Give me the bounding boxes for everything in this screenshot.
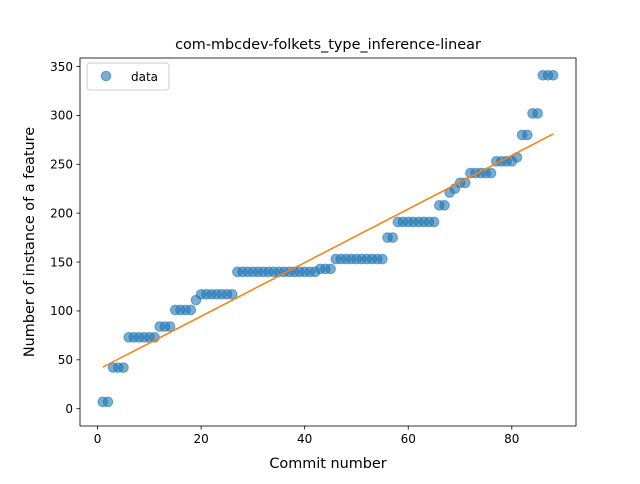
data-point xyxy=(186,305,196,315)
x-tick-label: 40 xyxy=(297,432,312,446)
y-tick-label: 150 xyxy=(50,255,73,269)
data-point xyxy=(486,168,496,178)
data-point xyxy=(103,397,113,407)
x-tick-label: 0 xyxy=(94,432,102,446)
legend: data xyxy=(87,63,169,90)
data-point xyxy=(378,254,388,264)
legend-label: data xyxy=(131,70,158,84)
y-axis-label: Number of instance of a feature xyxy=(22,127,38,357)
y-tick-label: 350 xyxy=(50,60,73,74)
data-point xyxy=(388,233,398,243)
data-point xyxy=(440,201,450,211)
data-point xyxy=(429,217,439,227)
y-tick-label: 0 xyxy=(65,402,73,416)
data-point xyxy=(523,130,533,140)
x-tick-label: 60 xyxy=(401,432,416,446)
y-tick-label: 300 xyxy=(50,109,73,123)
y-tick-label: 100 xyxy=(50,304,73,318)
y-tick-label: 250 xyxy=(50,158,73,172)
data-point xyxy=(326,264,336,274)
data-point xyxy=(119,363,129,373)
y-tick-label: 50 xyxy=(58,353,73,367)
x-axis-label: Commit number xyxy=(269,456,386,472)
y-tick-label: 200 xyxy=(50,206,73,220)
x-tick-label: 20 xyxy=(194,432,209,446)
x-tick-label: 80 xyxy=(504,432,519,446)
data-point xyxy=(533,109,543,119)
legend-marker xyxy=(101,71,111,81)
data-point xyxy=(548,71,558,81)
chart-title: com-mbcdev-folkets_type_inference-linear xyxy=(175,37,481,53)
